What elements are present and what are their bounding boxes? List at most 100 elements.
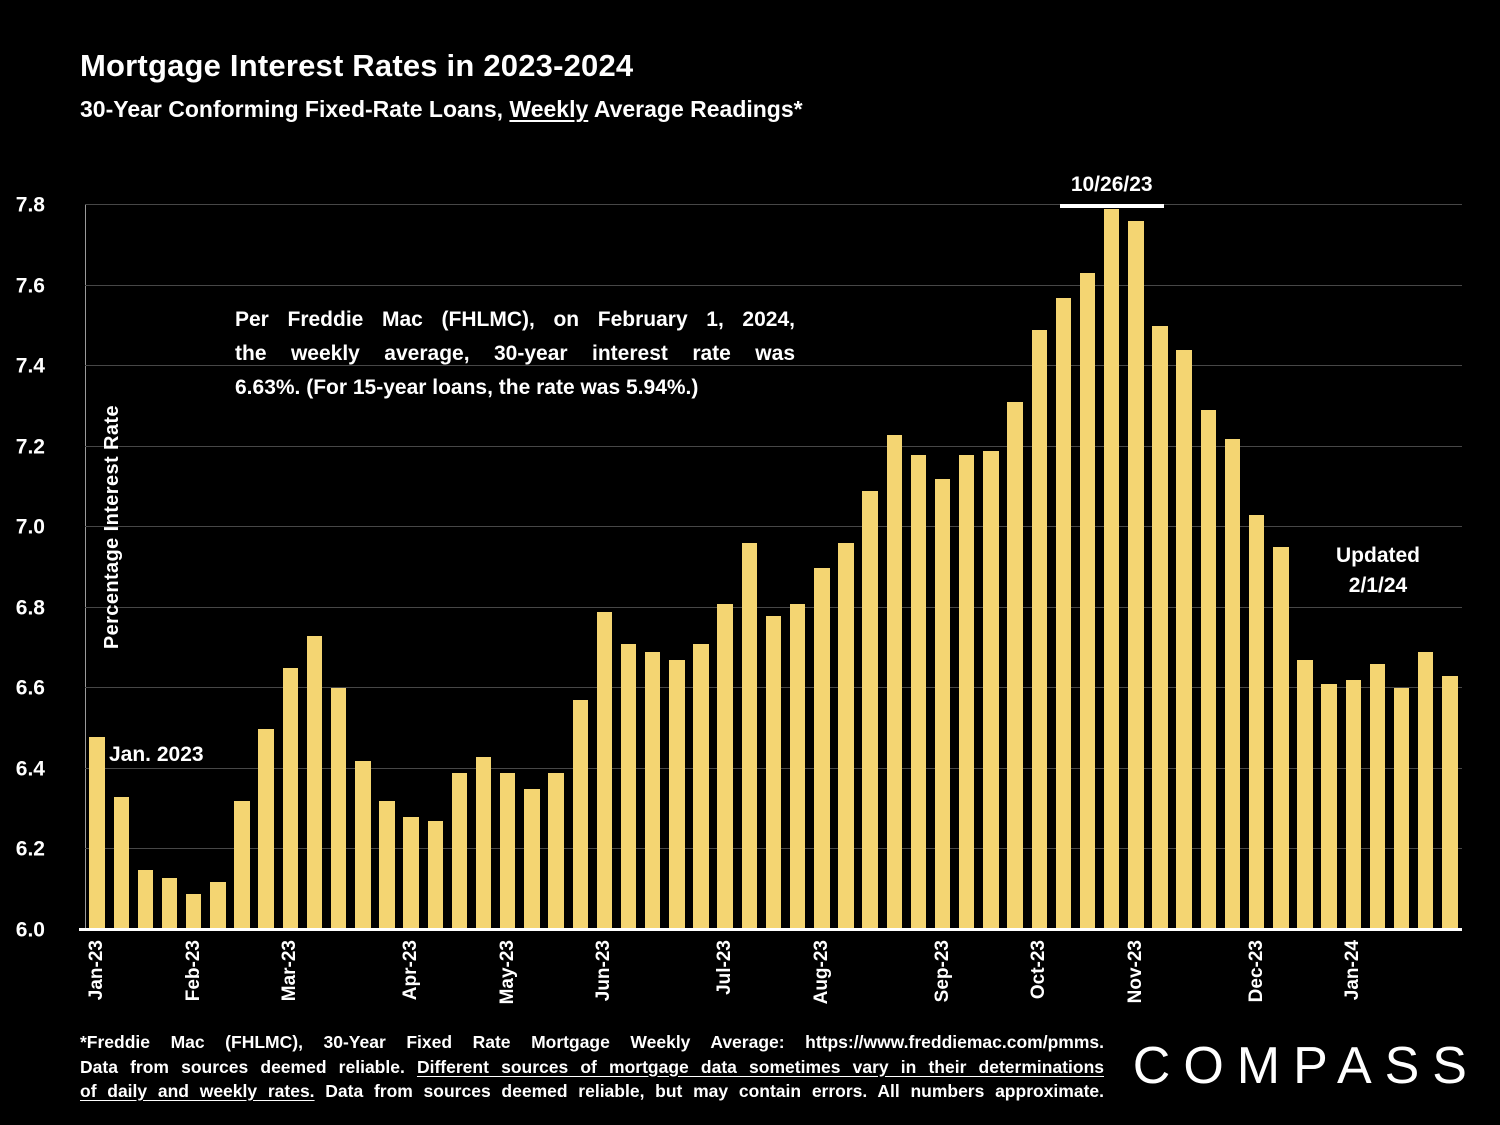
y-tick-label: 6.4	[15, 757, 45, 781]
bar	[1031, 329, 1047, 930]
compass-logo: COMPASS	[1132, 1037, 1480, 1095]
bar	[403, 817, 419, 930]
bar	[1152, 325, 1168, 930]
bar	[693, 644, 709, 930]
bar	[1176, 350, 1192, 930]
page-subtitle: 30-Year Conforming Fixed-Rate Loans, Wee…	[80, 96, 803, 123]
bar	[1345, 680, 1361, 930]
bar	[620, 644, 637, 930]
footnote-line-2: Data from sources deemed reliable. Diffe…	[80, 1056, 1104, 1077]
bar	[113, 797, 129, 930]
updated-line2: 2/1/24	[1348, 574, 1408, 598]
bar	[258, 728, 274, 930]
footnote: *Freddie Mac (FHLMC), 30-Year Fixed Rate…	[80, 1030, 1104, 1104]
note-line-2: the weekly average, 30-year interest rat…	[235, 342, 795, 366]
bar	[765, 615, 782, 930]
bar	[814, 567, 830, 930]
x-tick-label: Nov-23	[1124, 940, 1146, 1004]
bar	[741, 543, 758, 930]
bar	[959, 454, 975, 930]
bar	[1200, 410, 1217, 930]
y-tick-label: 6.0	[15, 918, 45, 942]
bar	[572, 700, 588, 930]
note-annotation: Per Freddie Mac (FHLMC), on February 1, …	[235, 303, 795, 405]
bar	[983, 450, 999, 930]
gridline	[85, 365, 1462, 367]
subtitle-part1: 30-Year Conforming Fixed-Rate Loans,	[80, 96, 510, 122]
bar	[1007, 402, 1023, 930]
footnote-line-1: *Freddie Mac (FHLMC), 30-Year Fixed Rate…	[80, 1032, 1104, 1052]
bar	[1103, 209, 1120, 930]
peak-marker-line	[1059, 204, 1164, 208]
bar	[1297, 660, 1313, 930]
bar	[185, 893, 202, 930]
subtitle-underlined-word: Weekly	[509, 96, 589, 122]
bar	[330, 688, 347, 930]
bar	[717, 603, 733, 930]
bar	[1442, 676, 1458, 930]
bar	[451, 772, 468, 930]
bar	[1321, 684, 1337, 930]
x-tick-label: Jan-23	[86, 940, 108, 1001]
footnote-underlined-start: Different sources of mortgage data somet…	[416, 1056, 1104, 1077]
bar	[548, 772, 564, 930]
updated-annotation: Updated 2/1/24	[1336, 541, 1420, 602]
y-tick-label: 7.8	[15, 193, 45, 217]
bar	[524, 789, 540, 930]
bar	[596, 611, 613, 930]
bar	[1079, 273, 1096, 930]
x-tick-label: Mar-23	[279, 940, 301, 1002]
bar	[644, 652, 661, 930]
y-tick-label: 6.2	[15, 837, 45, 861]
bar	[1055, 297, 1072, 930]
x-axis-line	[79, 928, 1462, 931]
bar	[838, 543, 854, 930]
note-line-1: Per Freddie Mac (FHLMC), on February 1, …	[235, 308, 795, 331]
note-line-3: 6.63%. (For 15-year loans, the rate was …	[235, 376, 699, 400]
bar	[886, 434, 902, 930]
x-tick-label: Jun-23	[593, 940, 615, 1002]
x-tick-label: Dec-23	[1245, 940, 1267, 1003]
y-axis-title: Percentage Interest Rate	[101, 405, 123, 650]
bar	[910, 454, 927, 930]
page-title: Mortgage Interest Rates in 2023-2024	[80, 48, 634, 83]
y-axis-line	[85, 205, 86, 930]
x-tick-label: Aug-23	[810, 940, 832, 1005]
y-tick-label: 6.8	[15, 596, 45, 620]
footnote-underlined-end: of daily and weekly rates.	[80, 1081, 315, 1101]
gridline	[85, 204, 1462, 205]
bar	[234, 801, 250, 930]
x-tick-label: Sep-23	[931, 940, 953, 1003]
bar	[355, 760, 371, 930]
y-tick-label: 7.6	[15, 274, 45, 298]
plot-area: Percentage Interest Rate 10/26/23 Jan. 2…	[16, 173, 1462, 1004]
x-tick-label: Apr-23	[400, 940, 422, 1001]
bar	[89, 736, 105, 930]
bar	[1418, 652, 1434, 930]
footnote-line-3: of daily and weekly rates. Data from sou…	[80, 1081, 1105, 1101]
y-tick-label: 7.4	[15, 354, 45, 378]
peak-annotation: 10/26/23	[1059, 173, 1164, 208]
bar	[306, 635, 323, 930]
bar	[1273, 547, 1289, 930]
x-tick-label: Feb-23	[182, 940, 204, 1002]
bar	[475, 756, 492, 930]
bar	[137, 869, 154, 930]
gridline	[85, 606, 1462, 608]
subtitle-part2: Average Readings*	[588, 96, 803, 122]
bar	[789, 603, 806, 930]
gridline	[85, 526, 1462, 528]
bar	[161, 877, 178, 930]
bar	[1128, 221, 1144, 930]
bar	[282, 668, 299, 930]
start-annotation: Jan. 2023	[109, 743, 204, 766]
y-tick-label: 7.2	[15, 435, 45, 459]
bar	[862, 490, 878, 930]
gridline	[85, 445, 1462, 447]
bar	[1369, 664, 1386, 930]
peak-date-label: 10/26/23	[1070, 173, 1153, 196]
x-tick-label: Oct-23	[1028, 940, 1050, 1000]
updated-line1: Updated	[1336, 544, 1420, 567]
x-tick-label: Jul-23	[714, 940, 736, 995]
